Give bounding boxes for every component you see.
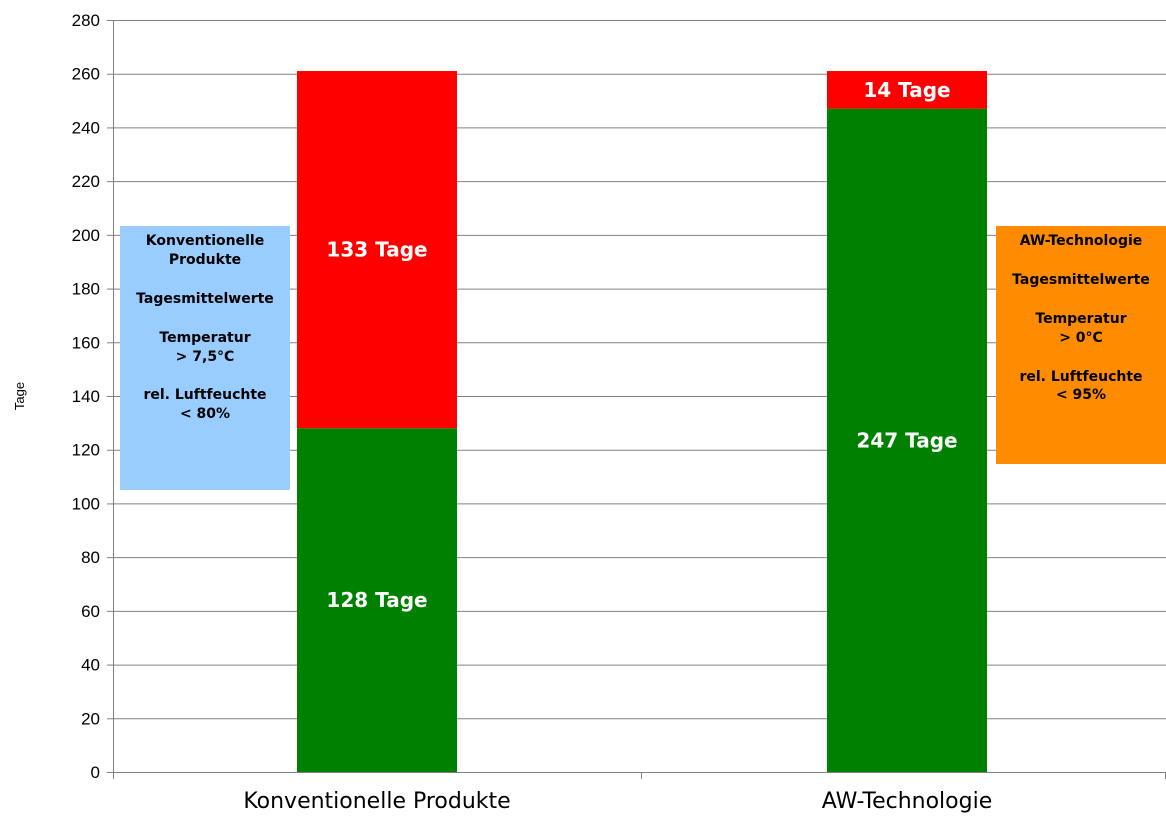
annotation-spacer	[996, 290, 1166, 310]
y-tick-label: 160	[72, 333, 100, 352]
annotation-spacer	[120, 366, 290, 386]
y-axis-title: Tage	[12, 382, 27, 410]
y-tick-label: 220	[72, 172, 100, 191]
annotation-line: Tagesmittelwerte	[1012, 271, 1150, 288]
y-tick-label: 60	[81, 602, 100, 621]
bar-segment-green	[827, 108, 987, 773]
bar-segment-red	[827, 71, 987, 109]
category-label: AW-Technologie	[822, 789, 993, 814]
data-label: 128 Tage	[326, 588, 427, 612]
y-tick-label: 0	[91, 763, 100, 782]
annotation-spacer	[120, 309, 290, 329]
annotation-line: Temperatur	[159, 329, 251, 346]
annotation-line: < 95%	[1055, 387, 1107, 404]
annotation-box-aw-technology: AW-Technologie Tagesmittelwerte Temperatur…	[996, 226, 1166, 464]
annotation-line: Temperatur	[1035, 310, 1127, 327]
annotation-line: rel. Luftfeuchte	[143, 387, 267, 404]
annotation-spacer	[996, 348, 1166, 368]
data-label: 14 Tage	[863, 78, 950, 102]
labels: 128 Tage 133 Tage Konventionelle Produkte 2…	[12, 78, 992, 814]
annotation-line: > 7,5°C	[175, 348, 235, 365]
annotation-spacer	[120, 270, 290, 290]
y-tick-label: 260	[72, 65, 100, 84]
annotation-line: Konventionelle	[145, 233, 265, 249]
data-label: 133 Tage	[326, 238, 427, 262]
y-tick-label: 140	[72, 387, 100, 406]
y-tick-label: 40	[81, 656, 100, 675]
annotation-line: > 0°C	[1059, 329, 1103, 346]
y-tick-label: 20	[81, 709, 100, 728]
annotation-line: AW-Technologie	[1019, 233, 1143, 249]
y-tick-label: 80	[81, 548, 100, 567]
bars	[297, 71, 987, 773]
annotation-box-conventional: Konventionelle Produkte Tagesmittelwerte Te…	[120, 226, 290, 490]
bar-segment-green	[297, 428, 457, 772]
category-label: Konventionelle Produkte	[243, 789, 510, 814]
annotation-line: < 80%	[179, 406, 231, 423]
y-tick-label: 100	[72, 494, 100, 513]
y-tick-label: 280	[72, 11, 100, 30]
y-tick-label: 180	[72, 280, 100, 299]
data-label: 247 Tage	[856, 428, 957, 452]
axes: 0 20 40 60 80 100 120 140 160 180 200 220 240 260 280	[72, 11, 1166, 782]
y-tick-label: 240	[72, 118, 100, 137]
annotation-line: Tagesmittelwerte	[136, 290, 274, 307]
y-tick-label: 120	[72, 441, 100, 460]
annotation-line: rel. Luftfeuchte	[1019, 368, 1143, 385]
y-tick-label: 200	[72, 226, 100, 245]
bar-segment-red	[297, 71, 457, 429]
annotation-spacer	[996, 251, 1166, 271]
annotation-line: Produkte	[168, 251, 242, 268]
